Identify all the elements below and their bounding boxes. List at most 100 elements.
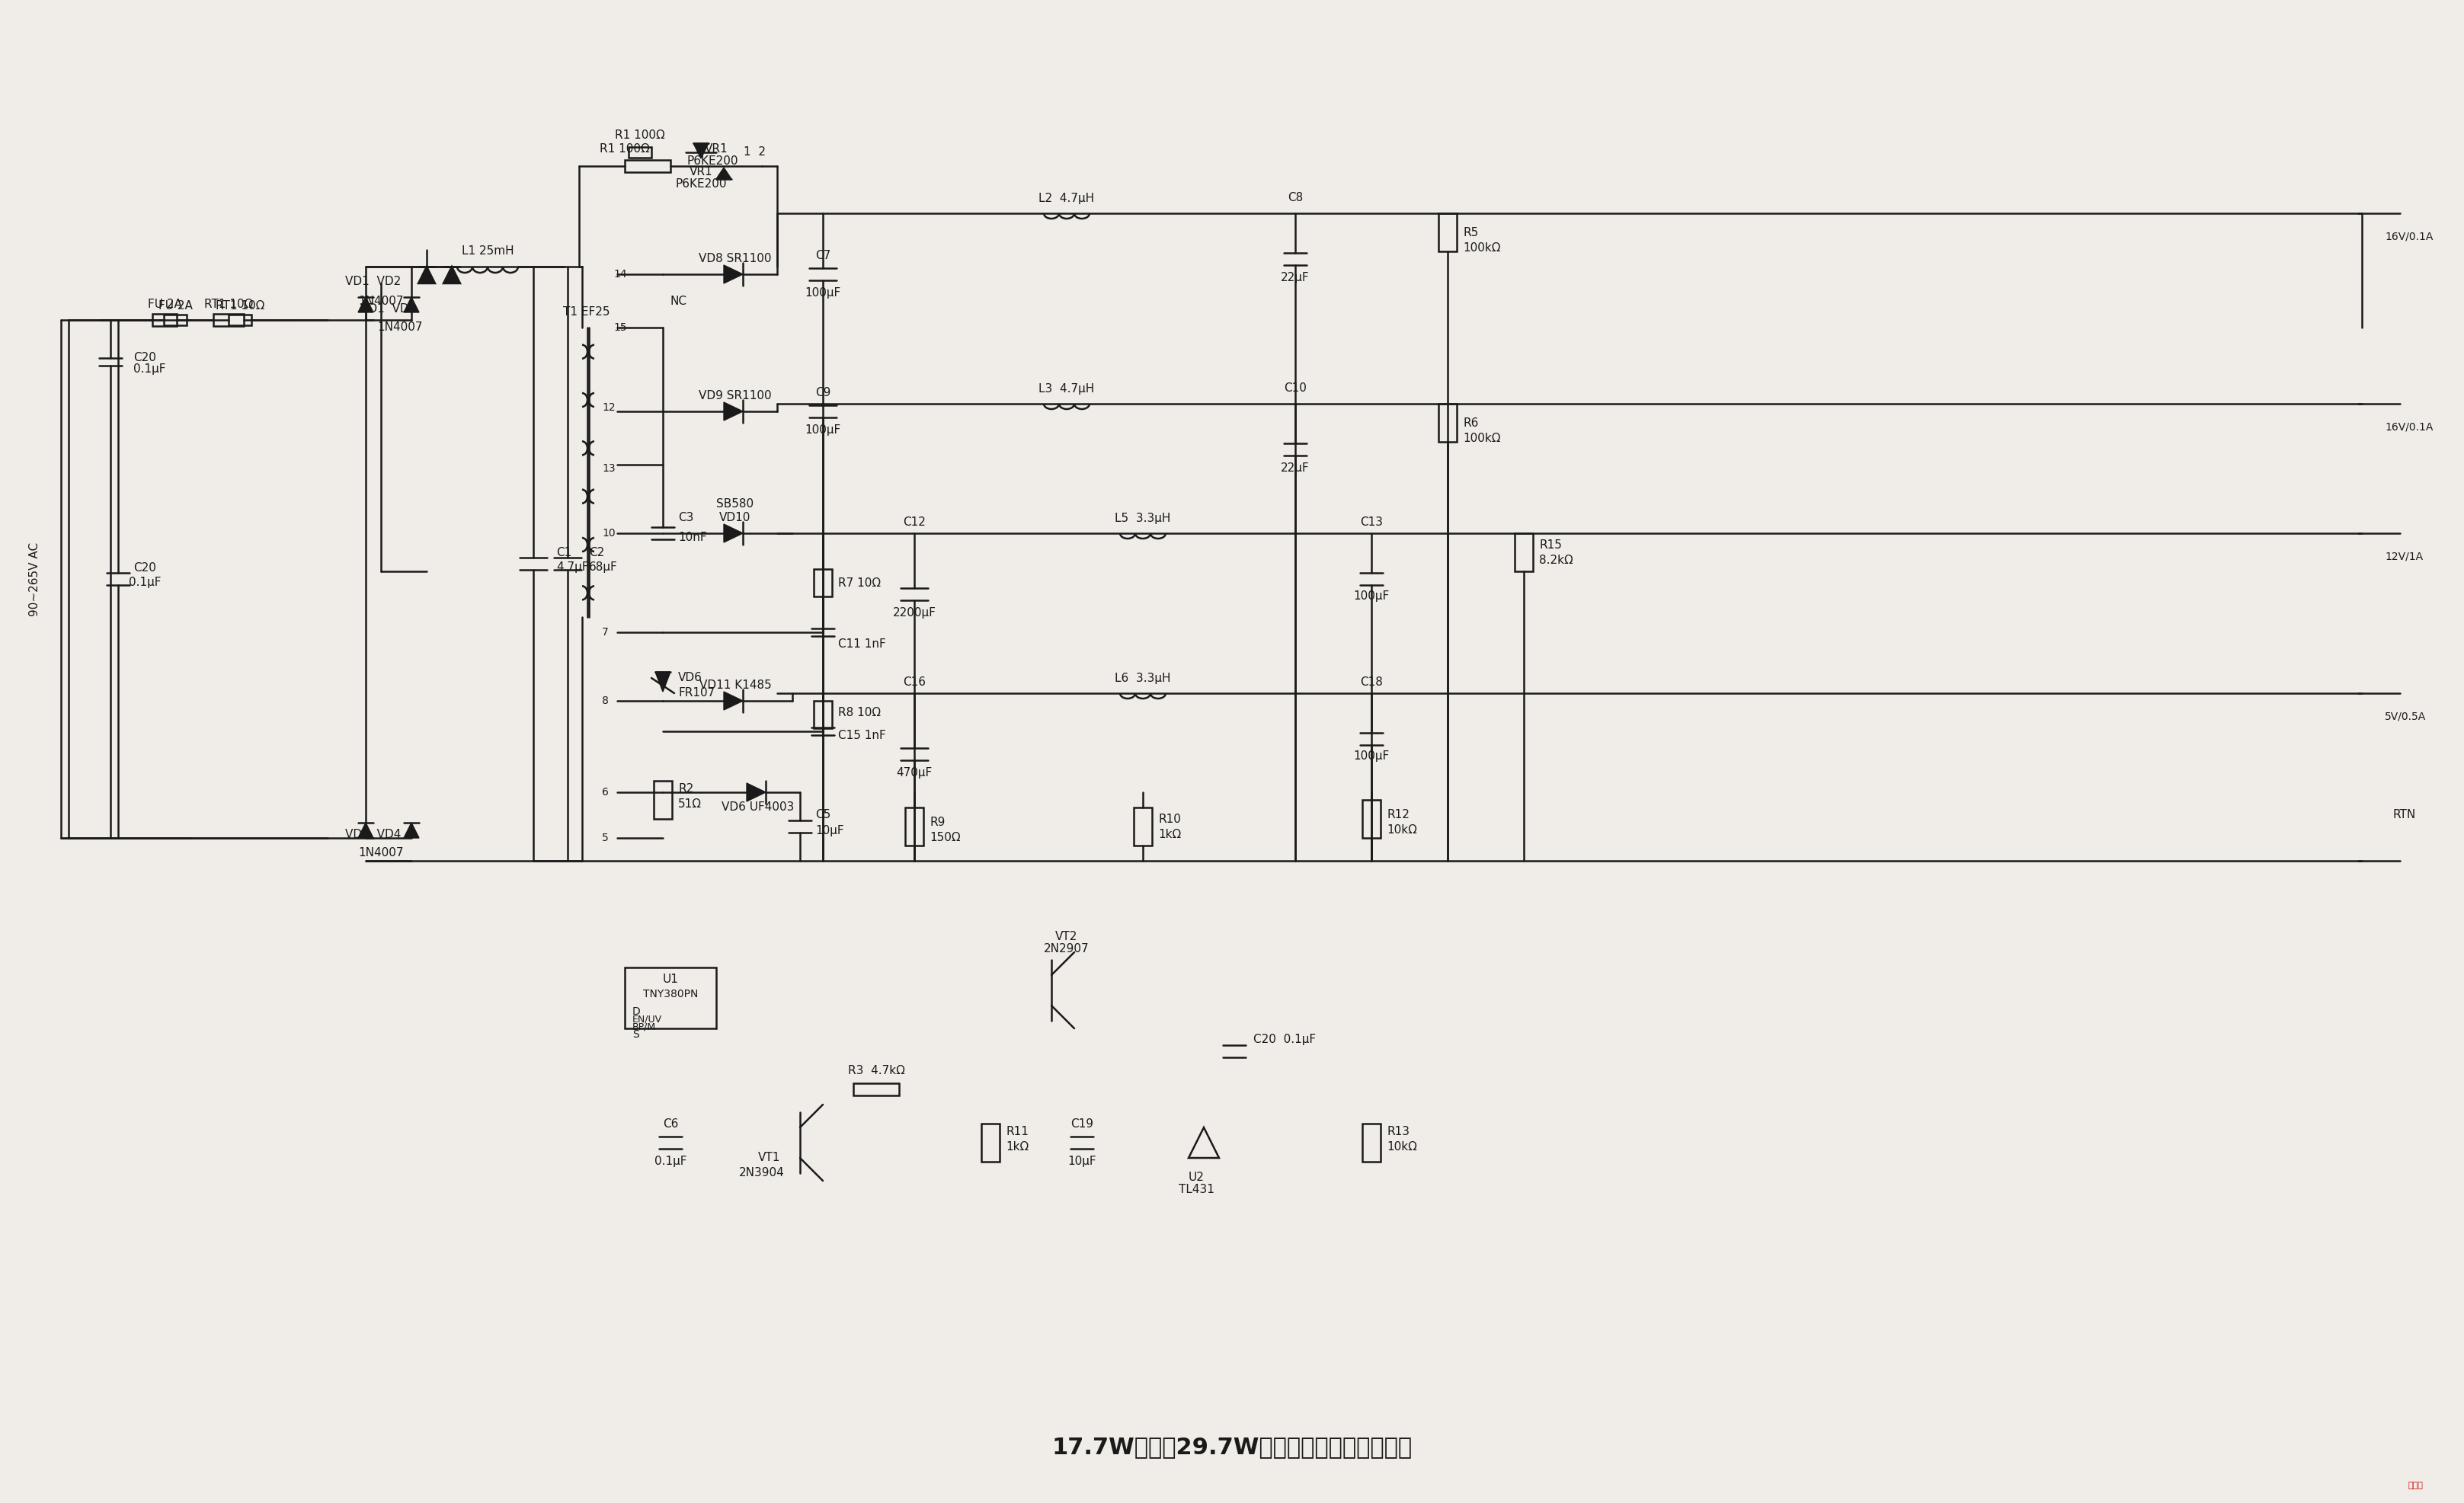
Text: VD1  VD2: VD1 VD2 <box>345 277 402 287</box>
Text: C10: C10 <box>1284 383 1306 394</box>
Text: 100kΩ: 100kΩ <box>1464 242 1501 254</box>
Text: 1N4007: 1N4007 <box>357 848 404 858</box>
Text: L1 25mH: L1 25mH <box>461 245 515 257</box>
Text: S: S <box>633 1030 638 1040</box>
Text: R10: R10 <box>1158 813 1180 825</box>
Text: 0.1μF: 0.1μF <box>655 1156 687 1168</box>
Text: VR1: VR1 <box>690 165 712 177</box>
Text: 13: 13 <box>601 463 616 473</box>
Text: C19: C19 <box>1069 1118 1094 1129</box>
Text: D: D <box>633 1007 641 1018</box>
Polygon shape <box>444 266 461 284</box>
Text: R5: R5 <box>1464 227 1478 237</box>
Bar <box>229 314 251 325</box>
Text: EN/UV: EN/UV <box>633 1015 663 1024</box>
Bar <box>1439 213 1456 251</box>
Text: VD6 UF4003: VD6 UF4003 <box>722 801 793 813</box>
Text: 150Ω: 150Ω <box>929 833 961 843</box>
Bar <box>1133 807 1153 846</box>
Text: 16V/0.1A: 16V/0.1A <box>2385 231 2432 242</box>
Text: FU 2A: FU 2A <box>148 299 182 311</box>
Text: C3: C3 <box>678 513 695 523</box>
Text: R13: R13 <box>1387 1126 1409 1136</box>
Text: C16: C16 <box>902 676 926 687</box>
Text: 100μF: 100μF <box>806 287 840 299</box>
Polygon shape <box>404 298 419 313</box>
Text: U1: U1 <box>663 972 678 984</box>
Text: 100μF: 100μF <box>806 425 840 436</box>
Text: 7: 7 <box>601 627 609 637</box>
Text: C11 1nF: C11 1nF <box>838 637 887 649</box>
Polygon shape <box>747 783 766 801</box>
Text: T1 EF25: T1 EF25 <box>564 307 611 319</box>
Text: L5  3.3μH: L5 3.3μH <box>1114 513 1170 523</box>
Text: 10μF: 10μF <box>816 825 843 836</box>
Text: 15: 15 <box>614 322 626 332</box>
Polygon shape <box>724 403 742 421</box>
Text: 2N2907: 2N2907 <box>1045 942 1089 954</box>
Text: C20: C20 <box>133 562 155 573</box>
Text: 10kΩ: 10kΩ <box>1387 1141 1417 1153</box>
Bar <box>1363 1124 1380 1162</box>
Polygon shape <box>724 525 742 543</box>
Text: 17.7W（峰倶29.7W）多路输出开关电源电路: 17.7W（峰倶29.7W）多路输出开关电源电路 <box>1052 1437 1412 1458</box>
Text: C1: C1 <box>557 547 572 558</box>
Text: 12V/1A: 12V/1A <box>2385 550 2422 562</box>
Text: C5: C5 <box>816 810 830 821</box>
Text: R12: R12 <box>1387 810 1409 821</box>
Text: 2200μF: 2200μF <box>892 607 936 619</box>
Text: 22μF: 22μF <box>1281 463 1308 475</box>
Bar <box>1515 534 1533 571</box>
Text: P6KE200: P6KE200 <box>675 179 727 189</box>
Text: 100μF: 100μF <box>1353 750 1390 762</box>
Text: 4.7μF: 4.7μF <box>557 562 589 573</box>
Text: VT1: VT1 <box>759 1153 781 1163</box>
Text: 5V/0.5A: 5V/0.5A <box>2385 711 2427 721</box>
Bar <box>981 1124 1000 1162</box>
Text: 1N4007: 1N4007 <box>377 322 424 334</box>
Bar <box>626 159 670 173</box>
Bar <box>1363 800 1380 839</box>
Text: NC: NC <box>670 295 687 307</box>
Text: R15: R15 <box>1540 540 1562 550</box>
Text: R9: R9 <box>929 818 946 828</box>
Bar <box>813 570 833 597</box>
Text: 10nF: 10nF <box>678 532 707 543</box>
Text: 1kΩ: 1kΩ <box>1158 828 1180 840</box>
Text: R6: R6 <box>1464 416 1478 428</box>
Text: 100kΩ: 100kΩ <box>1464 433 1501 443</box>
Text: R1 100Ω: R1 100Ω <box>616 129 665 141</box>
Bar <box>853 1084 899 1096</box>
Text: 0.1μF: 0.1μF <box>128 577 160 589</box>
Text: RT1 10Ω: RT1 10Ω <box>205 299 254 311</box>
Polygon shape <box>357 822 375 839</box>
Bar <box>628 147 650 158</box>
Text: C12: C12 <box>902 516 926 528</box>
Text: 10kΩ: 10kΩ <box>1387 825 1417 836</box>
Text: VD10: VD10 <box>719 513 752 523</box>
Text: 10: 10 <box>601 528 616 538</box>
Text: 470μF: 470μF <box>897 768 931 779</box>
Text: C6: C6 <box>663 1118 678 1129</box>
Text: C20  0.1μF: C20 0.1μF <box>1254 1034 1316 1046</box>
Text: FR107: FR107 <box>678 687 715 699</box>
Text: C7: C7 <box>816 249 830 262</box>
Polygon shape <box>404 822 419 839</box>
Text: R1 100Ω: R1 100Ω <box>599 143 650 155</box>
Text: 0.1μF: 0.1μF <box>133 364 165 376</box>
Text: L2  4.7μH: L2 4.7μH <box>1040 192 1094 204</box>
Text: C13: C13 <box>1360 516 1382 528</box>
Bar <box>153 314 177 326</box>
Text: 1N4007: 1N4007 <box>357 295 404 307</box>
Polygon shape <box>692 143 710 158</box>
Text: 5: 5 <box>601 833 609 843</box>
Bar <box>626 968 717 1028</box>
Text: VD9 SR1100: VD9 SR1100 <box>700 391 771 401</box>
Polygon shape <box>724 691 742 709</box>
Text: 2N3904: 2N3904 <box>739 1168 784 1178</box>
Polygon shape <box>655 672 670 691</box>
Text: 51Ω: 51Ω <box>678 798 702 810</box>
Text: R11: R11 <box>1005 1126 1027 1136</box>
Text: C20: C20 <box>133 352 155 364</box>
Text: U2: U2 <box>1188 1171 1205 1183</box>
